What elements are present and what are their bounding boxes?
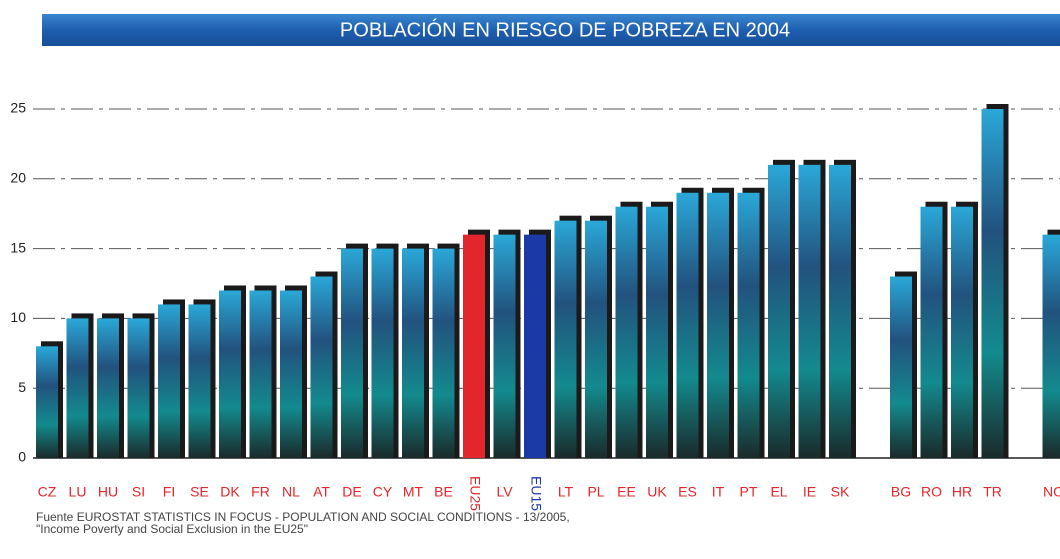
x-tick-label: BE — [434, 484, 453, 500]
bar — [615, 206, 638, 458]
bar — [188, 304, 211, 458]
x-tick-label: LV — [496, 484, 513, 500]
bar — [707, 192, 729, 458]
source-line: Fuente EUROSTAT STATISTICS IN FOCUS - PO… — [36, 510, 570, 524]
bar — [341, 248, 363, 458]
bar — [890, 276, 912, 458]
x-tick-label: RO — [921, 484, 942, 500]
bar — [1042, 234, 1060, 458]
x-tick-label: SE — [190, 484, 209, 500]
bar — [127, 318, 150, 458]
x-tick-label: SI — [132, 484, 145, 500]
y-tick-label: 10 — [10, 309, 26, 325]
x-tick-label: IT — [712, 484, 725, 500]
x-tick-label: EE — [617, 484, 636, 500]
bar — [97, 318, 119, 458]
bar — [798, 164, 821, 458]
bar — [66, 318, 89, 458]
x-tick-label: DK — [220, 484, 240, 500]
bar — [310, 276, 333, 458]
bar — [280, 290, 302, 458]
x-tick-label: LU — [69, 484, 87, 500]
x-tick-label: SK — [831, 484, 850, 500]
bar — [249, 290, 272, 458]
x-tick-label: NO — [1043, 484, 1060, 500]
x-tick-label: ES — [678, 484, 697, 500]
x-tick-label: EU25 — [467, 476, 483, 511]
x-tick-label: PT — [740, 484, 758, 500]
bar — [402, 248, 424, 458]
x-tick-label: CY — [373, 484, 393, 500]
bar — [829, 164, 851, 458]
x-tick-label: TR — [983, 484, 1002, 500]
bar — [219, 290, 241, 458]
bar — [585, 220, 607, 458]
bar — [158, 304, 180, 458]
x-tick-label: IE — [803, 484, 816, 500]
bar — [920, 206, 943, 458]
y-tick-label: 0 — [18, 449, 26, 465]
title-banner — [42, 14, 1060, 46]
x-tick-label: NL — [282, 484, 300, 500]
bar — [981, 109, 1004, 458]
bar — [524, 234, 546, 458]
x-tick-label: FR — [251, 484, 270, 500]
x-tick-label: MT — [403, 484, 424, 500]
x-tick-label: EL — [770, 484, 787, 500]
y-tick-label: 5 — [18, 379, 26, 395]
x-tick-label: UK — [647, 484, 667, 500]
x-tick-label: AT — [313, 484, 330, 500]
bar — [432, 248, 455, 458]
bar — [493, 234, 516, 458]
y-tick-label: 25 — [10, 100, 26, 116]
bar — [36, 346, 58, 458]
bar — [554, 220, 577, 458]
bar — [737, 192, 760, 458]
x-tick-label: DE — [342, 484, 361, 500]
source-line: "Income Poverty and Social Exclusion in … — [36, 522, 308, 536]
x-tick-label: PL — [587, 484, 604, 500]
x-tick-label: HU — [98, 484, 118, 500]
x-tick-label: HR — [952, 484, 972, 500]
chart-title: POBLACIÓN EN RIESGO DE POBREZA EN 2004 — [340, 18, 790, 41]
bar — [951, 206, 973, 458]
x-tick-label: EU15 — [528, 476, 544, 511]
bar — [646, 206, 668, 458]
bar — [768, 164, 790, 458]
x-tick-label: LT — [558, 484, 574, 500]
x-tick-label: FI — [163, 484, 175, 500]
bar — [676, 192, 699, 458]
bar — [463, 234, 485, 458]
x-tick-label: CZ — [38, 484, 57, 500]
x-tick-label: BG — [891, 484, 911, 500]
y-tick-label: 20 — [10, 170, 26, 186]
y-tick-label: 15 — [10, 239, 26, 255]
bar — [371, 248, 394, 458]
